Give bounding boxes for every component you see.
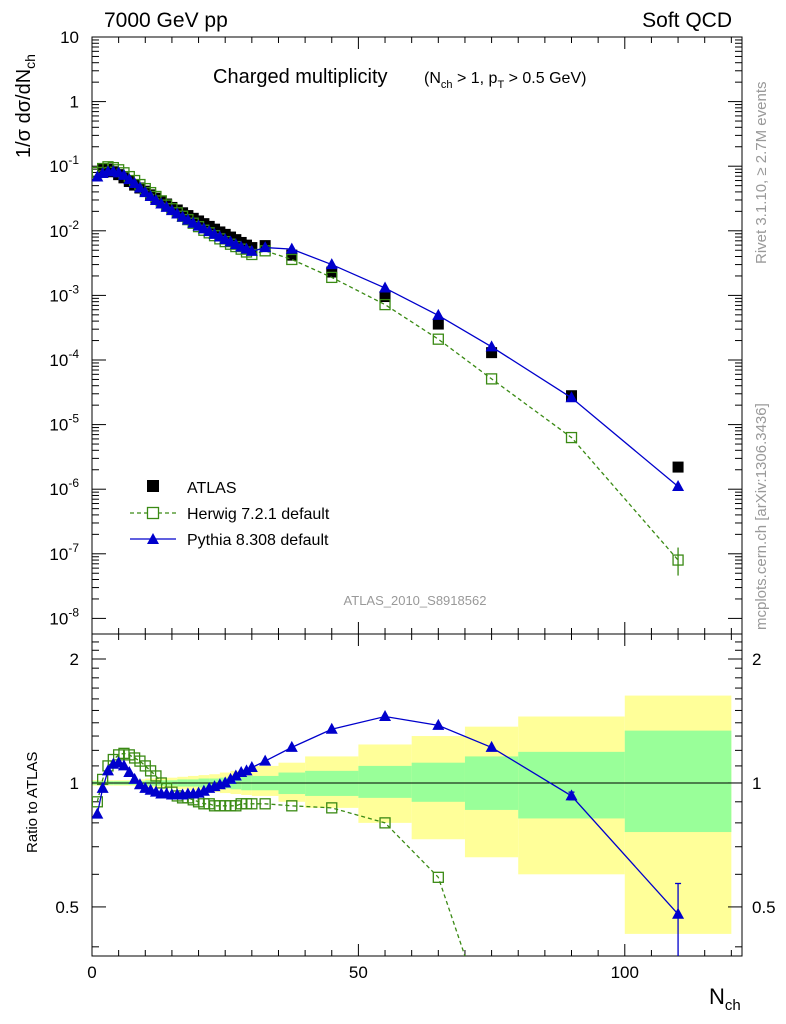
band-inner-bin — [358, 765, 412, 798]
y-tick-label: 1 — [70, 93, 79, 112]
pythia-main-point — [92, 170, 104, 182]
main-y-axis-label: 1/σ dσ/dNch — [13, 54, 38, 158]
y-tick-label: 10-4 — [49, 347, 79, 370]
y-tick-label: 10-5 — [49, 412, 79, 435]
band-inner-bin — [518, 751, 625, 819]
pythia-ratio-point — [240, 764, 253, 776]
pythia-ratio-point — [92, 807, 104, 819]
herwig-ratio-point — [379, 817, 391, 829]
herwig-ratio-point — [432, 871, 444, 883]
herwig-main-point — [286, 253, 298, 266]
header-left-label: 7000 GeV pp — [104, 9, 228, 32]
pythia-ratio-point — [128, 772, 141, 784]
herwig-ratio-point — [259, 798, 271, 810]
main-plot-title-suffix: (Nch > 1, pT > 0.5 GeV) — [424, 70, 586, 91]
herwig-ratio-point — [286, 800, 298, 812]
main-plot-series — [92, 161, 685, 576]
rivet-version-label: Rivet 3.1.10, ≥ 2.7M events — [753, 82, 770, 265]
ratio-y-axis-label: Ratio to ATLAS — [24, 752, 41, 853]
y-tick-label: 10 — [60, 28, 79, 47]
pythia-ratio-point — [285, 740, 298, 752]
pythia-ratio-point — [224, 772, 237, 784]
band-inner-bin — [411, 762, 465, 802]
pythia-main-point — [379, 281, 392, 293]
mcplots-source-label: mcplots.cern.ch [arXiv:1306.3436] — [753, 403, 770, 630]
atlas-main-point — [432, 318, 444, 330]
pythia-ratio-point — [485, 740, 498, 752]
analysis-watermark: ATLAS_2010_S8918562 — [344, 593, 487, 608]
pythia-ratio-point — [245, 761, 258, 773]
pythia-main-point — [565, 391, 578, 403]
ratio-plot-series — [92, 710, 685, 956]
herwig-main-point — [485, 373, 498, 385]
pythia-ratio-point — [197, 784, 210, 796]
pythia-main-point — [259, 241, 272, 253]
atlas-main-point — [672, 461, 684, 473]
ratio-y-tick-label-right: 1 — [752, 774, 761, 793]
pythia-ratio-point — [123, 766, 136, 778]
pythia-ratio-point — [101, 764, 114, 776]
y-tick-label: 10-8 — [49, 605, 79, 628]
herwig-main-point — [379, 298, 391, 311]
y-tick-label: 10-1 — [49, 153, 79, 176]
ratio-y-tick-label: 1 — [70, 774, 79, 793]
y-tick-label: 10-2 — [49, 218, 79, 241]
ratio-plot-frame — [91, 633, 743, 957]
pythia-main-point — [432, 308, 445, 320]
ratio-y-tick-label: 0.5 — [55, 898, 79, 917]
pythia-ratio-point — [229, 769, 242, 781]
pythia-main-point — [672, 480, 685, 492]
legend-pythia-marker — [147, 533, 159, 544]
y-tick-label: 10-3 — [49, 282, 79, 305]
ratio-y-tick-label: 2 — [70, 650, 79, 669]
pythia-main-point — [133, 181, 146, 193]
pythia-main-point — [245, 244, 258, 256]
pythia-ratio-point — [117, 759, 130, 771]
herwig-main-line — [96, 166, 679, 561]
legend-atlas-label: ATLAS — [187, 480, 237, 497]
pythia-ratio-point — [219, 776, 232, 788]
herwig-main-point — [326, 271, 338, 284]
band-inner-bin — [624, 730, 732, 833]
herwig-ratio-point — [246, 798, 258, 810]
x-tick-label: 50 — [349, 963, 368, 982]
pythia-ratio-point — [379, 710, 392, 722]
x-tick-label: 0 — [87, 963, 96, 982]
pythia-main-point — [144, 189, 157, 201]
herwig-main-point — [432, 333, 444, 345]
pythia-ratio-point — [96, 781, 109, 793]
pythia-main-point — [117, 168, 130, 180]
y-tick-label: 10-7 — [49, 541, 79, 564]
header-right-label: Soft QCD — [642, 9, 732, 32]
legend-herwig-label: Herwig 7.2.1 default — [187, 506, 330, 523]
x-axis-label: Nch — [709, 984, 741, 1014]
atlas-main-point — [486, 347, 498, 359]
legend-pythia-label: Pythia 8.308 default — [187, 532, 329, 549]
pythia-ratio-point — [259, 754, 272, 766]
pythia-main-point — [325, 258, 338, 270]
axis-ticks: 0 50 100 10 1 10-1 10-2 10-3 10-4 10-5 10-6 10-7 10-… — [49, 28, 775, 982]
herwig-ratio-point — [92, 796, 103, 808]
pythia-main-point — [485, 340, 498, 352]
pythia-ratio-point — [432, 718, 445, 730]
ratio-uncertainty-bands — [92, 695, 732, 934]
x-tick-label: 100 — [611, 963, 639, 982]
y-tick-label: 10-6 — [49, 476, 79, 499]
pythia-main-point — [128, 176, 141, 188]
atlas-main-point — [379, 291, 391, 303]
pythia-ratio-point — [325, 722, 338, 734]
legend-atlas-marker — [147, 480, 159, 492]
ratio-y-tick-label-right: 0.5 — [752, 898, 776, 917]
main-plot-title: Charged multiplicity — [213, 66, 388, 88]
legend-herwig-marker — [146, 506, 160, 520]
ratio-y-tick-label-right: 2 — [752, 650, 761, 669]
herwig-main-point — [565, 431, 578, 444]
legend: ATLAS Herwig 7.2.1 default Pythia 8.308 … — [130, 480, 330, 549]
atlas-main-point — [286, 249, 298, 261]
pythia-main-point — [285, 242, 298, 254]
herwig-ratio-point — [326, 802, 338, 814]
